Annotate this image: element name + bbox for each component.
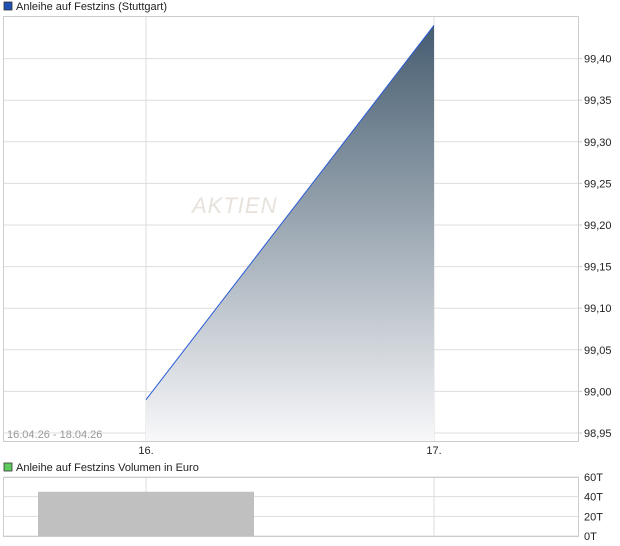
watermark: AKTIEN xyxy=(190,193,277,218)
y-tick-label: 99,20 xyxy=(584,220,612,232)
price-legend-swatch xyxy=(3,1,13,11)
y-tick-label: 99,00 xyxy=(584,386,612,398)
y-tick-label: 99,40 xyxy=(584,54,612,66)
y-tick-label: 99,15 xyxy=(584,262,612,274)
price-area xyxy=(146,25,434,441)
price-frame xyxy=(3,16,579,442)
y-tick-label: 99,35 xyxy=(584,95,612,107)
x-tick-label: 16. xyxy=(138,445,153,457)
y-tick-label: 99,25 xyxy=(584,178,612,190)
volume-bar xyxy=(38,491,254,536)
y-tick-label: 98,95 xyxy=(584,428,612,440)
y-tick-label: 0T xyxy=(584,531,597,543)
y-tick-label: 40T xyxy=(584,492,603,504)
price-line xyxy=(145,25,435,401)
y-tick-label: 99,10 xyxy=(584,303,612,315)
volume-legend-swatch xyxy=(3,462,13,472)
y-tick-label: 99,05 xyxy=(584,345,612,357)
x-tick-label: 17. xyxy=(426,445,441,457)
price-legend: Anleihe auf Festzins (Stuttgart) xyxy=(16,1,167,13)
date-range: 16.04.26 - 18.04.26 xyxy=(7,429,102,441)
y-tick-label: 99,30 xyxy=(584,137,612,149)
y-tick-label: 20T xyxy=(584,511,603,523)
volume-frame xyxy=(3,477,579,537)
y-tick-label: 60T xyxy=(584,472,603,484)
volume-legend: Anleihe auf Festzins Volumen in Euro xyxy=(16,462,199,474)
